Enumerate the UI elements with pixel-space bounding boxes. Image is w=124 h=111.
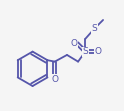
Text: S: S: [91, 24, 97, 33]
Text: S: S: [82, 47, 88, 56]
Text: O: O: [71, 39, 78, 48]
Text: O: O: [94, 47, 101, 56]
Text: O: O: [51, 75, 58, 84]
